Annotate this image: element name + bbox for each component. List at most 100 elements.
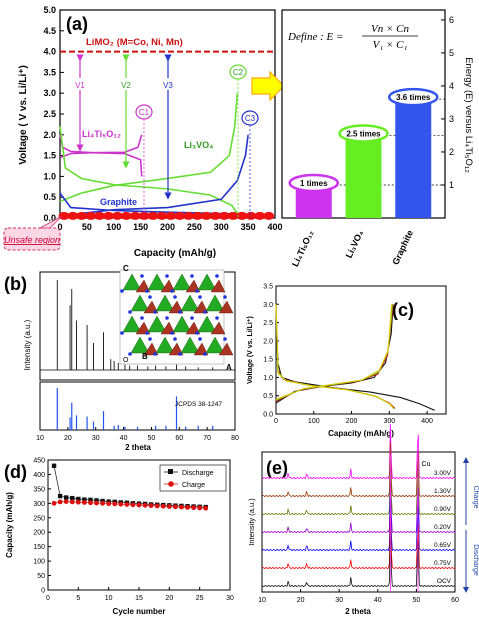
point-charge (197, 505, 203, 511)
point-charge (136, 502, 142, 508)
lto-label: Li₄Ti₅O₁₂ (82, 129, 121, 139)
point-charge (124, 502, 130, 507)
y-tick-label: 1 (449, 180, 454, 190)
point-charge (51, 500, 57, 506)
x-tick-label: 0 (274, 418, 278, 425)
unsafe-region-callout: Unsafe region (3, 215, 63, 251)
panel-a-right: Define : E = Vn × Cn V₁ × C₁ 1 2 3 4 5 6 1 ti… (281, 9, 474, 269)
xrd-trace-0.65v (261, 495, 456, 552)
unsafe-dot (76, 211, 88, 220)
point-charge (148, 503, 154, 509)
point-charge (142, 502, 148, 508)
li-atom (148, 337, 152, 341)
point-charge (191, 505, 197, 511)
y-tick-label: 100 (33, 559, 45, 566)
y-tick-label: 3.5 (43, 67, 56, 77)
octahedron (205, 336, 225, 354)
x-tick-label: 200 (346, 418, 358, 425)
unsafe-dot (263, 211, 275, 220)
y-tick-label: 2 (449, 147, 454, 157)
curve-cycle-4-discharge (275, 304, 394, 409)
unsafe-dot (111, 211, 123, 220)
x-tick-label: 200 (160, 222, 175, 232)
x-tick-label: 30 (92, 435, 100, 442)
curve-graphite-charge (59, 134, 249, 217)
panel-e-x-ticks: 10 20 30 40 50 60 (258, 589, 459, 604)
y-tick-label: 450 (33, 458, 45, 465)
panel-a-ylabel: Voltage ( V vs. Li/Li⁺) (18, 65, 29, 165)
formula-lhs: Define : E = (287, 31, 343, 43)
x-tick-label: 15 (135, 595, 143, 602)
point-charge (88, 500, 93, 506)
li-atom (223, 295, 227, 299)
panel-d-ylabel: Capacity (mAh/g) (5, 492, 14, 558)
panel-e-ylabel: Intensity (a.u.) (247, 498, 256, 546)
x-tick-label: 0 (46, 595, 50, 602)
octahedron (122, 273, 142, 291)
panel-a: (a) 0.0 0.5 1.0 1.5 2.0 2.5 3.0 3.5 4.0 4.5 5.0 0 5… (3, 5, 283, 259)
li-atom (190, 274, 194, 278)
li-atom (215, 274, 219, 278)
unsafe-region-dots (58, 211, 275, 220)
panel-a-right-ylabel: Energy (E) versus Li₄Ti₅O₁₂ (463, 57, 474, 173)
point-charge (100, 500, 105, 506)
li-atom (128, 310, 132, 314)
x-tick-label: 60 (175, 435, 183, 442)
x-tick-label: 150 (133, 222, 148, 232)
tetrahedron (193, 342, 209, 356)
y-tick-label: 300 (33, 501, 45, 508)
point-charge (94, 500, 99, 506)
li-atom (145, 331, 149, 335)
y-tick-label: 5.0 (43, 5, 56, 15)
octahedron (205, 294, 225, 312)
unsafe-dot (120, 211, 132, 220)
li-atom (153, 310, 157, 314)
point-charge (112, 501, 118, 507)
c3-label: C3 (245, 114, 256, 123)
panel-b-ref-label: JCPDS 38-1247 (175, 401, 222, 408)
lvo-label: Li₃VO₄ (184, 140, 213, 150)
point-discharge (82, 497, 87, 502)
yellow-arrow (251, 70, 285, 102)
y-tick-label: 0 (41, 588, 45, 595)
li-atom (190, 316, 194, 320)
unsafe-dot (200, 211, 212, 220)
voltage-label: 0.20V (434, 524, 452, 531)
panel-a-right-bars: 1 times 2.5 times 3.6 times (288, 87, 445, 218)
point-charge (154, 503, 160, 509)
unsafe-dot (218, 211, 230, 220)
y-tick-label: 3.0 (43, 88, 56, 98)
x-tick-label: 30 (335, 597, 343, 604)
x-tick-label: 10 (36, 435, 44, 442)
y-tick-label: 350 (33, 486, 45, 493)
li-atom (120, 331, 124, 335)
voltage-label: 3.00V (434, 470, 452, 477)
li-atom (173, 295, 177, 299)
energy-bar (345, 135, 382, 218)
y-tick-label: 0.0 (263, 412, 273, 419)
li-atom (173, 337, 177, 341)
panel-a-right-categories: Li₄Ti₅O₁₂ Li₃VO₄ Graphite (290, 229, 415, 269)
octahedron (180, 294, 200, 312)
li-atom (178, 352, 182, 356)
point-charge (118, 501, 124, 507)
panel-c-label: (c) (392, 300, 414, 320)
x-tick-label: 10 (258, 597, 266, 604)
octahedron (155, 336, 175, 354)
xrd-trace-1.30v (261, 441, 456, 498)
unsafe-dot (254, 211, 266, 220)
point-charge (173, 504, 178, 510)
x-tick-label: 20 (64, 435, 72, 442)
tetrahedron (168, 300, 184, 314)
y-tick-label: 5 (449, 48, 454, 58)
tetrahedron (218, 300, 234, 314)
panel-d-x-ticks: 0 5 10 15 20 25 30 (46, 587, 234, 602)
y-tick-label: 2.5 (263, 320, 273, 327)
legend-discharge: Discharge (182, 470, 214, 477)
y-tick-label: 6 (449, 15, 454, 25)
octahedron (197, 315, 217, 333)
crystal-label-o: O (123, 357, 129, 364)
unsafe-dot (192, 211, 203, 220)
octahedron (147, 315, 167, 333)
